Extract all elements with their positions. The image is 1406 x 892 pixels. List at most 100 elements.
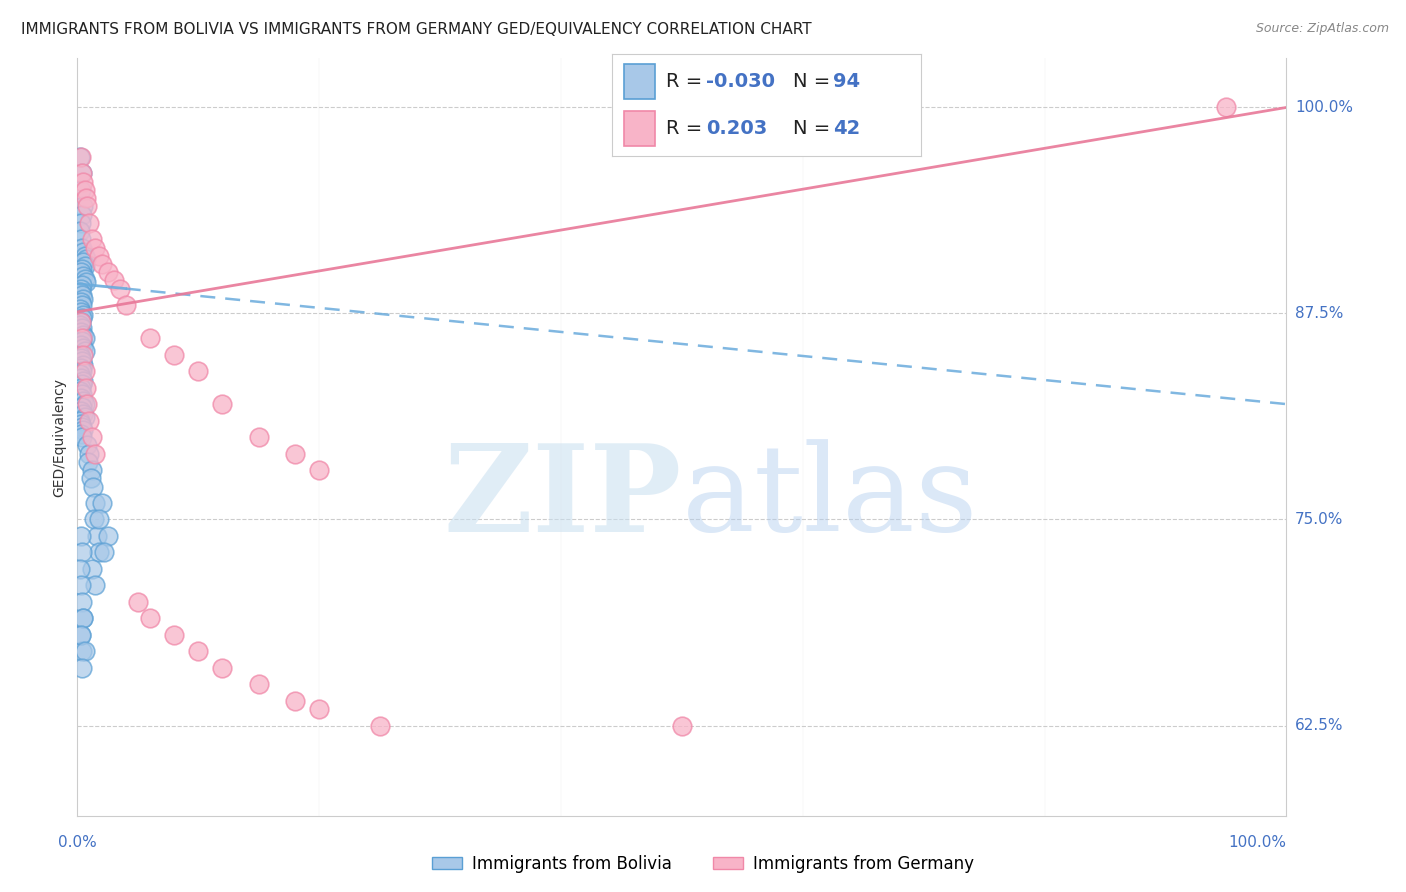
Point — [70, 377, 93, 392]
Point — [70, 545, 93, 559]
Text: 94: 94 — [832, 71, 860, 91]
Point — [79, 446, 101, 460]
Text: N =: N = — [793, 71, 837, 91]
Point — [70, 208, 93, 222]
Point — [73, 183, 96, 197]
Text: 0.203: 0.203 — [706, 119, 768, 138]
Point — [308, 463, 330, 477]
Point — [72, 611, 94, 625]
Text: 100.0%: 100.0% — [1229, 835, 1286, 850]
Point — [163, 348, 186, 362]
Point — [70, 628, 93, 642]
Point — [69, 150, 91, 164]
Bar — [624, 64, 655, 99]
Point — [69, 301, 91, 316]
Text: IMMIGRANTS FROM BOLIVIA VS IMMIGRANTS FROM GERMANY GED/EQUIVALENCY CORRELATION C: IMMIGRANTS FROM BOLIVIA VS IMMIGRANTS FR… — [21, 22, 811, 37]
Point — [70, 262, 93, 277]
Point — [70, 232, 93, 246]
Point — [73, 344, 96, 359]
Point — [70, 578, 93, 592]
Point — [69, 414, 91, 428]
Point — [368, 718, 391, 732]
Text: Source: ZipAtlas.com: Source: ZipAtlas.com — [1256, 22, 1389, 36]
Point — [70, 430, 93, 444]
Text: 0.0%: 0.0% — [58, 835, 97, 850]
Point — [70, 315, 93, 329]
Point — [80, 463, 103, 477]
Point — [139, 611, 162, 625]
Point — [96, 529, 118, 543]
Point — [84, 578, 107, 592]
Point — [70, 183, 93, 197]
Point — [1215, 100, 1237, 114]
Point — [76, 397, 98, 411]
Point — [70, 216, 93, 230]
Point — [70, 360, 93, 375]
Point — [75, 191, 97, 205]
Point — [70, 391, 93, 405]
Text: ZIP: ZIP — [444, 439, 682, 557]
Point — [73, 272, 96, 286]
Point — [70, 150, 93, 164]
Point — [73, 397, 96, 411]
Point — [247, 677, 270, 691]
Point — [284, 446, 307, 460]
Point — [80, 562, 103, 576]
Point — [69, 348, 91, 362]
Point — [70, 325, 93, 339]
Point — [70, 265, 93, 279]
Text: -0.030: -0.030 — [706, 71, 775, 91]
Point — [70, 282, 93, 296]
Y-axis label: GED/Equivalency: GED/Equivalency — [52, 377, 66, 497]
Text: 62.5%: 62.5% — [1295, 718, 1343, 733]
Point — [75, 381, 97, 395]
Point — [90, 257, 112, 271]
Point — [87, 512, 110, 526]
Point — [70, 278, 93, 293]
Point — [69, 368, 91, 382]
Point — [76, 199, 98, 213]
Text: atlas: atlas — [682, 439, 979, 557]
Point — [114, 298, 136, 312]
Point — [73, 249, 96, 263]
Point — [93, 545, 115, 559]
Point — [187, 364, 209, 378]
Point — [127, 595, 149, 609]
Point — [83, 512, 105, 526]
Point — [84, 446, 107, 460]
Point — [72, 424, 94, 438]
Point — [70, 288, 93, 302]
Point — [70, 403, 93, 417]
Point — [671, 718, 693, 732]
Point — [75, 252, 97, 266]
Point — [69, 318, 91, 332]
Point — [211, 661, 233, 675]
Point — [84, 496, 107, 510]
Bar — [624, 111, 655, 145]
Point — [86, 529, 108, 543]
Point — [72, 245, 94, 260]
Point — [69, 224, 91, 238]
Point — [72, 255, 94, 269]
Point — [73, 644, 96, 658]
Point — [80, 232, 103, 246]
Point — [70, 387, 93, 401]
Text: 100.0%: 100.0% — [1295, 100, 1353, 115]
Point — [72, 393, 94, 408]
Point — [70, 417, 93, 431]
Text: 42: 42 — [832, 119, 860, 138]
Point — [72, 407, 94, 421]
Point — [70, 315, 93, 329]
Text: N =: N = — [793, 119, 837, 138]
Point — [163, 628, 186, 642]
Point — [90, 496, 112, 510]
Point — [70, 644, 93, 658]
Point — [72, 358, 94, 372]
Point — [308, 702, 330, 716]
Point — [72, 199, 94, 213]
Point — [73, 331, 96, 345]
Point — [70, 321, 93, 335]
Point — [70, 166, 93, 180]
Text: R =: R = — [666, 71, 709, 91]
Point — [80, 430, 103, 444]
